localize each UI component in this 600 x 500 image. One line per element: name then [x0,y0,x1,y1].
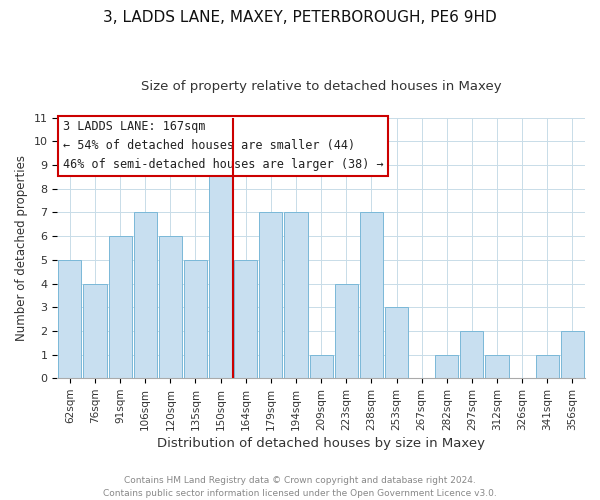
Bar [284,212,308,378]
Bar [335,284,358,378]
Bar [184,260,207,378]
Bar [159,236,182,378]
Text: 3, LADDS LANE, MAXEY, PETERBOROUGH, PE6 9HD: 3, LADDS LANE, MAXEY, PETERBOROUGH, PE6 … [103,10,497,25]
Y-axis label: Number of detached properties: Number of detached properties [15,155,28,341]
Text: 3 LADDS LANE: 167sqm
← 54% of detached houses are smaller (44)
46% of semi-detac: 3 LADDS LANE: 167sqm ← 54% of detached h… [62,120,383,172]
Bar [485,354,509,378]
Bar [58,260,82,378]
Text: Contains HM Land Registry data © Crown copyright and database right 2024.
Contai: Contains HM Land Registry data © Crown c… [103,476,497,498]
Bar [561,331,584,378]
Bar [259,212,283,378]
Title: Size of property relative to detached houses in Maxey: Size of property relative to detached ho… [141,80,502,93]
Bar [385,307,408,378]
Bar [109,236,131,378]
Bar [234,260,257,378]
Bar [360,212,383,378]
Bar [460,331,484,378]
Bar [134,212,157,378]
Bar [536,354,559,378]
X-axis label: Distribution of detached houses by size in Maxey: Distribution of detached houses by size … [157,437,485,450]
Bar [83,284,107,378]
Bar [310,354,332,378]
Bar [209,165,232,378]
Bar [435,354,458,378]
